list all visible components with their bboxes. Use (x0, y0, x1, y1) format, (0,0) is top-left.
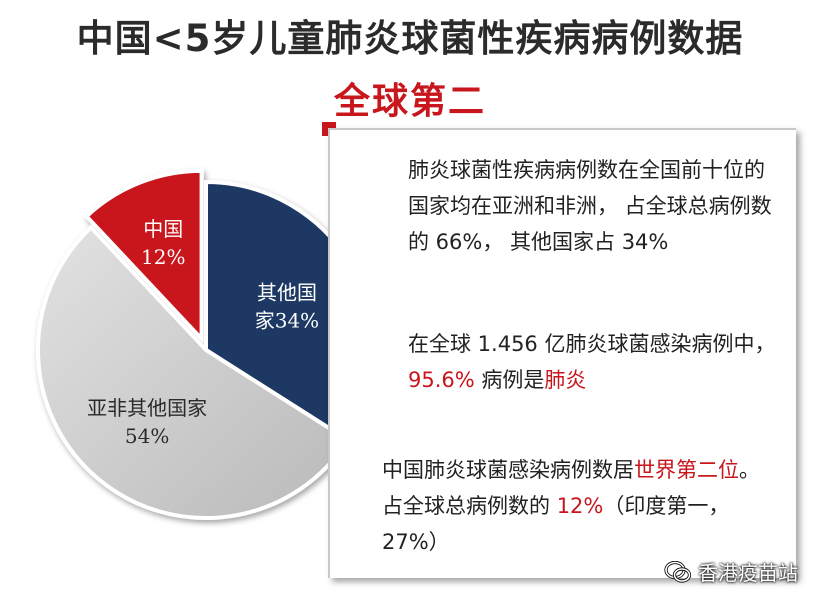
highlight-text: 95.6% (408, 368, 475, 392)
slice-name-label: 中国 (143, 217, 183, 241)
info-text: 。 占全球总病例数的 (382, 458, 760, 518)
highlight-text: 肺炎 (544, 368, 587, 392)
info-paragraph-2: 在全球 1.456 亿肺炎球菌感染病例中， 95.6% 病例是肺炎 (408, 326, 778, 398)
slice-name-label: 其他国 (257, 280, 317, 304)
watermark: 香港疫苗站 (664, 557, 798, 586)
highlight-text: 12% (556, 494, 604, 518)
info-text: 病例是 (474, 368, 545, 392)
info-box: 肺炎球菌性疾病病例数在全国前十位的国家均在亚洲和非洲， 占全球总病例数的 66%… (328, 128, 796, 578)
wechat-icon (664, 560, 692, 583)
slice-value-label: 54% (125, 424, 169, 448)
info-paragraph-3: 中国肺炎球菌感染病例数居世界第二位。 占全球总病例数的 12%（印度第一， 27… (382, 452, 778, 560)
highlight-text: 世界第二位 (634, 458, 739, 482)
info-text: （印度第一， 27%） (382, 494, 730, 554)
info-text: 中国肺炎球菌感染病例数居 (382, 458, 634, 482)
slice-china (83, 168, 204, 344)
page-subtitle: 全球第二 (333, 81, 486, 122)
slice-value-label: 12% (141, 245, 185, 269)
watermark-text: 香港疫苗站 (698, 561, 798, 585)
slice-name-label: 亚非其他国家 (87, 396, 207, 420)
slice-value-label: 家34% (255, 308, 319, 332)
info-paragraph-1: 肺炎球菌性疾病病例数在全国前十位的国家均在亚洲和非洲， 占全球总病例数的 66%… (408, 158, 772, 254)
page-title: 中国<5岁儿童肺炎球菌性疾病病例数据 (76, 17, 744, 60)
slice-asia-africa-others (36, 224, 351, 520)
info-text: 在全球 1.456 亿肺炎球菌感染病例中， (408, 332, 776, 356)
